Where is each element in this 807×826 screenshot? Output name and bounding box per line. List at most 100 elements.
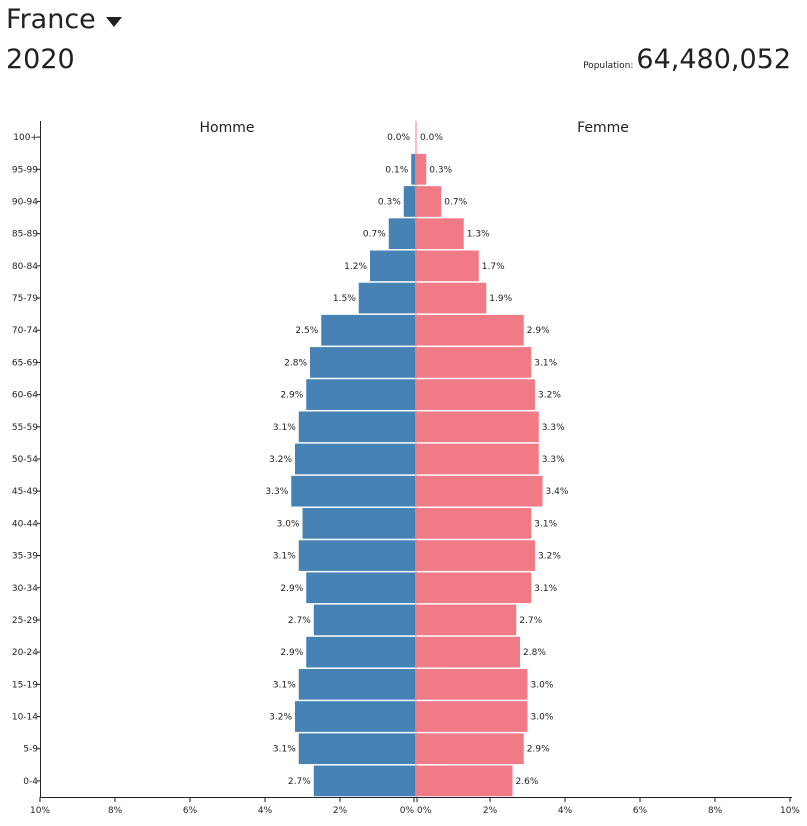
value-label-femme: 3.2% <box>538 391 561 401</box>
age-group-label: 20-24 <box>12 648 38 658</box>
value-label-homme: 2.7% <box>288 616 311 626</box>
value-label-femme: 3.1% <box>534 519 557 529</box>
value-label-homme: 1.2% <box>344 262 367 272</box>
value-label-femme: 3.1% <box>534 358 557 368</box>
x-tick-label: 8% <box>108 806 123 816</box>
value-label-femme: 2.7% <box>519 616 542 626</box>
age-group-label: 65-69 <box>12 358 38 368</box>
x-tick-label: 4% <box>258 806 273 816</box>
age-group-label: 90-94 <box>12 197 38 207</box>
age-group-label: 60-64 <box>12 391 38 401</box>
bar-homme <box>302 508 415 539</box>
age-group-label: 30-34 <box>12 584 38 594</box>
bar-homme <box>298 411 415 443</box>
bar-femme <box>415 475 543 507</box>
value-label-femme: 3.3% <box>542 423 565 433</box>
value-label-femme: 0.7% <box>444 197 467 207</box>
age-group-label: 55-59 <box>12 423 38 433</box>
value-label-homme: 0.3% <box>378 197 401 207</box>
value-label-homme: 3.0% <box>277 519 300 529</box>
value-label-femme: 3.1% <box>534 584 557 594</box>
value-label-femme: 1.7% <box>482 262 505 272</box>
bar-femme <box>415 153 427 185</box>
x-tick-label: 10% <box>30 806 50 816</box>
value-label-homme: 3.2% <box>269 455 292 465</box>
value-label-femme: 0.3% <box>429 165 452 175</box>
bar-femme <box>415 508 532 539</box>
bar-homme <box>370 250 415 282</box>
value-label-homme: 3.1% <box>273 552 296 562</box>
value-label-femme: 2.9% <box>527 745 550 755</box>
value-label-homme: 0.7% <box>363 230 386 240</box>
age-group-label: 50-54 <box>12 455 38 465</box>
bar-femme <box>415 314 524 346</box>
value-label-homme: 0.0% <box>387 133 410 143</box>
x-tick-label: 2% <box>333 806 348 816</box>
bar-femme <box>415 186 442 217</box>
bar-homme <box>306 636 415 668</box>
value-label-homme: 3.2% <box>269 713 292 723</box>
value-label-femme: 3.2% <box>538 552 561 562</box>
bar-homme <box>310 347 415 378</box>
age-group-label: 25-29 <box>12 616 38 626</box>
value-label-homme: 2.7% <box>288 777 311 787</box>
value-label-femme: 3.4% <box>546 487 569 497</box>
bar-homme <box>298 668 415 700</box>
bar-femme <box>415 411 539 443</box>
value-label-homme: 1.5% <box>333 294 356 304</box>
value-label-femme: 3.3% <box>542 455 565 465</box>
value-label-femme: 2.9% <box>527 326 550 336</box>
series-label-homme: Homme <box>200 120 255 136</box>
x-tick-label: 6% <box>183 806 198 816</box>
value-label-homme: 2.9% <box>280 391 303 401</box>
bar-femme <box>415 636 520 668</box>
value-label-homme: 3.1% <box>273 680 296 690</box>
value-label-homme: 3.3% <box>265 487 288 497</box>
bar-homme <box>295 701 415 732</box>
bar-femme <box>415 250 479 282</box>
bar-homme <box>358 282 415 314</box>
x-tick-label: 8% <box>708 806 723 816</box>
value-label-homme: 2.9% <box>280 648 303 658</box>
x-tick-label: 0% <box>417 806 432 816</box>
bar-homme <box>298 540 415 571</box>
value-label-femme: 1.9% <box>489 294 512 304</box>
value-label-femme: 2.6% <box>516 777 539 787</box>
age-group-label: 5-9 <box>23 745 38 755</box>
x-tick-label: 6% <box>633 806 648 816</box>
population-label: Population: <box>583 61 634 71</box>
x-tick-label: 10% <box>780 806 800 816</box>
age-group-label: 40-44 <box>12 519 38 529</box>
value-label-homme: 2.8% <box>284 358 307 368</box>
chevron-down-icon[interactable] <box>105 16 122 27</box>
bar-femme <box>415 218 464 250</box>
bar-homme <box>298 733 415 765</box>
bar-femme <box>415 443 539 475</box>
country-selector[interactable]: France <box>6 4 122 35</box>
bar-femme <box>415 701 528 732</box>
series-label-femme: Femme <box>577 120 629 136</box>
age-group-label: 95-99 <box>12 165 38 175</box>
value-label-homme: 2.5% <box>295 326 318 336</box>
age-group-label: 15-19 <box>12 680 38 690</box>
bar-homme <box>403 186 415 217</box>
value-label-homme: 2.9% <box>280 584 303 594</box>
bar-femme <box>415 347 532 378</box>
value-label-femme: 3.0% <box>531 713 554 723</box>
bar-homme <box>291 475 415 507</box>
country-name: France <box>6 4 96 35</box>
bar-femme <box>415 668 528 700</box>
bar-femme <box>415 282 487 314</box>
bar-homme <box>411 153 415 185</box>
bar-homme <box>306 379 415 410</box>
bar-homme <box>313 765 415 797</box>
bar-femme <box>415 765 513 797</box>
value-label-homme: 3.1% <box>273 745 296 755</box>
bar-femme <box>415 379 535 410</box>
bar-homme <box>321 314 415 346</box>
bar-femme <box>415 604 517 636</box>
value-label-homme: 3.1% <box>273 423 296 433</box>
age-group-label: 70-74 <box>12 326 38 336</box>
bar-femme <box>415 540 535 571</box>
